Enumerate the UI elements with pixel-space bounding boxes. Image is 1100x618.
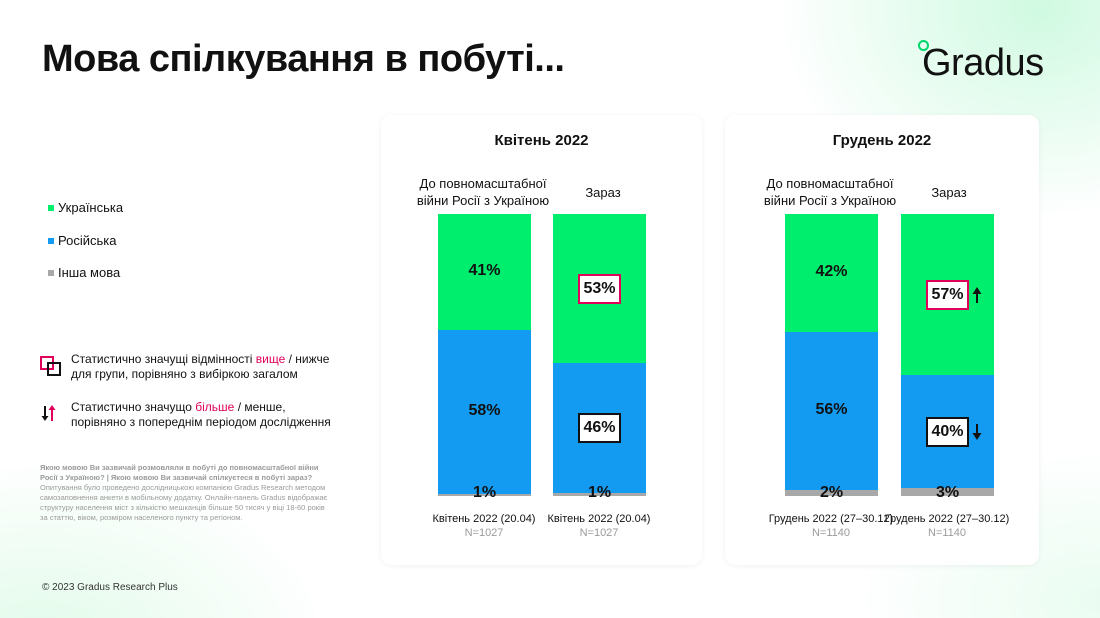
period-text: Грудень 2022 (27–30.12) xyxy=(884,513,1010,525)
survey-question: Якою мовою Ви зазвичай розмовляли в побу… xyxy=(40,463,319,482)
period-label: Грудень 2022 (27–30.12) N=1140 xyxy=(882,512,1012,540)
highlight-word: більше xyxy=(195,400,235,414)
survey-method: Опитування було проведено дослідницькою … xyxy=(40,483,328,522)
period-label: Квітень 2022 (20.04) N=1027 xyxy=(419,512,549,540)
data-label-other: 3% xyxy=(935,484,960,501)
logo-text: Gradus xyxy=(922,42,1044,84)
bar-segment-ukrainian xyxy=(785,214,878,332)
legend-swatch-russian xyxy=(48,237,54,244)
sample-size: N=1140 xyxy=(811,527,851,539)
category-label: До повномасштабної війни Росії з Україно… xyxy=(763,176,897,208)
data-label-russian: 40% xyxy=(901,416,994,447)
data-label-russian: 56% xyxy=(785,401,878,419)
sample-size: N=1027 xyxy=(464,527,504,539)
legend-item-ukrainian: Українська xyxy=(48,200,123,215)
legend-swatch-other xyxy=(48,269,54,276)
stacked-bar: 42% 56% xyxy=(785,214,878,496)
data-label-value: 40% xyxy=(926,416,969,447)
period-label: Грудень 2022 (27–30.12) N=1140 xyxy=(766,512,896,540)
sample-size: N=1027 xyxy=(579,527,619,539)
logo-ring-icon xyxy=(918,40,929,51)
arrow-significance-note: Статистично значущо більше / менше, порі… xyxy=(40,400,340,434)
data-label-value: 42% xyxy=(815,263,848,280)
copyright: © 2023 Gradus Research Plus xyxy=(42,582,178,593)
stacked-bar: 53% 46% xyxy=(553,214,646,496)
highlight-word: вище xyxy=(255,352,286,366)
data-label-ukrainian: 57% xyxy=(901,279,994,310)
box-significance-note: Статистично значущі відмінності вище / н… xyxy=(40,352,340,400)
data-label-other: 2% xyxy=(819,484,844,501)
legend-label: Інша мова xyxy=(58,265,121,280)
data-label-value: 58% xyxy=(468,402,501,419)
data-label-value: 56% xyxy=(815,401,848,418)
legend-swatch-ukrainian xyxy=(48,204,54,211)
bar-segment-other xyxy=(438,494,531,496)
data-label-value: 41% xyxy=(468,262,501,279)
period-label: Квітень 2022 (20.04) N=1027 xyxy=(534,512,664,540)
chart-panel-december: Грудень 2022 До повномасштабної війни Ро… xyxy=(725,115,1039,565)
category-label: До повномасштабної війни Росії з Україно… xyxy=(416,176,550,208)
bar-segment-ukrainian xyxy=(438,214,531,330)
data-label-ukrainian: 42% xyxy=(785,263,878,281)
gradus-logo: Gradus xyxy=(918,40,1078,90)
arrow-up-icon xyxy=(971,286,983,304)
data-label-value: 46% xyxy=(578,413,621,443)
category-label: Зараз xyxy=(585,185,621,200)
legend-item-other: Інша мова xyxy=(48,265,120,280)
data-label-russian: 58% xyxy=(438,402,531,420)
bar-segment-other xyxy=(901,488,994,496)
period-text: Квітень 2022 (20.04) xyxy=(547,513,651,525)
stacked-bar: 57% 40% xyxy=(901,214,994,496)
data-label-russian: 46% xyxy=(553,413,646,443)
significance-box-icon xyxy=(40,356,64,376)
arrow-down-icon xyxy=(971,423,983,441)
period-text: Квітень 2022 (20.04) xyxy=(432,513,536,525)
chart-title: Квітень 2022 xyxy=(494,132,589,149)
data-label-value: 53% xyxy=(578,273,621,304)
legend-label: Українська xyxy=(58,200,124,215)
data-label-value: 57% xyxy=(926,279,969,310)
data-label-ukrainian: 53% xyxy=(553,273,646,304)
legend-item-russian: Російська xyxy=(48,233,116,248)
data-label-ukrainian: 41% xyxy=(438,262,531,280)
stacked-bar: 41% 58% xyxy=(438,214,531,496)
bar-segment-other xyxy=(553,493,646,496)
data-label-other: 1% xyxy=(472,484,497,501)
period-text: Грудень 2022 (27–30.12) xyxy=(768,513,894,525)
legend-label: Російська xyxy=(58,233,117,248)
survey-footnote: Якою мовою Ви зазвичай розмовляли в побу… xyxy=(40,463,330,523)
category-label: Зараз xyxy=(931,185,967,200)
bar-segment-other xyxy=(785,490,878,496)
chart-title: Грудень 2022 xyxy=(832,132,932,149)
data-label-other: 1% xyxy=(587,484,612,501)
bar-segment-russian xyxy=(785,332,878,490)
chart-panel-april: Квітень 2022 До повномасштабної війни Ро… xyxy=(381,115,702,565)
bar-segment-russian xyxy=(438,330,531,494)
sample-size: N=1140 xyxy=(927,527,967,539)
up-down-arrows-icon xyxy=(41,405,56,421)
page-title: Мова спілкування в побуті... xyxy=(42,38,565,80)
